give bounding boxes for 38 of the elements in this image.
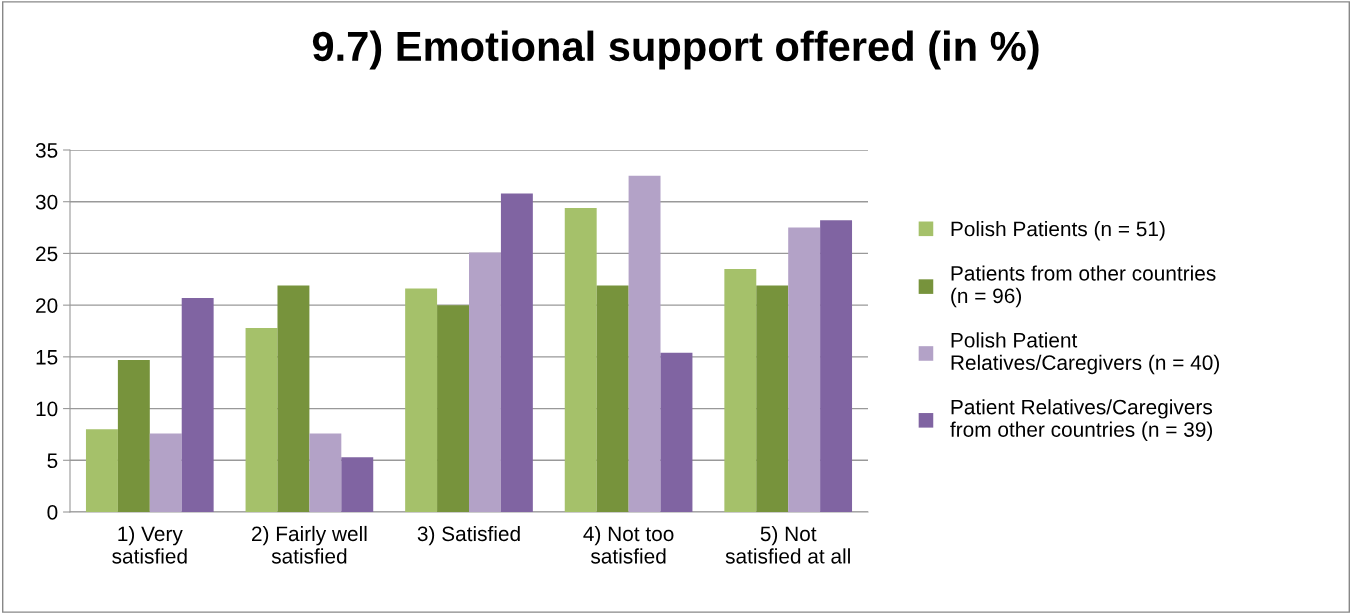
x-tick-label: 4) Not too satisfied [583, 525, 674, 564]
bar [149, 433, 182, 512]
legend-label: Polish Patients (n = 51) [951, 221, 1165, 241]
bar [469, 252, 501, 512]
y-tick-label: 15 [36, 350, 58, 365]
y-tick-label: 35 [35, 143, 58, 158]
legend-label: Polish Patient Relatives/Caregivers (n = 40) [951, 332, 1219, 375]
y-tick-label: 25 [36, 246, 58, 262]
x-tick-label: 1) Very satisfied [112, 525, 187, 564]
bar [628, 175, 661, 512]
chart-title: 9.7) Emotional support offered (in %) [312, 30, 1039, 70]
y-tick-label: 30 [35, 194, 58, 210]
bar [341, 457, 374, 512]
bar [660, 352, 693, 512]
bar [245, 327, 278, 512]
bar [405, 288, 438, 512]
bar [756, 285, 789, 512]
y-tick-label: 20 [36, 298, 58, 313]
bar [788, 227, 821, 512]
y-tick-label: 0 [47, 505, 58, 520]
legend-label: Patient Relatives/Caregivers from other countries (n = 39) [950, 399, 1213, 441]
x-tick-label: 5) Not satisfied at all [725, 525, 850, 564]
y-tick-label: 10 [36, 401, 58, 417]
bar [181, 297, 214, 512]
bar [437, 305, 469, 512]
y-tick-label: 5 [47, 453, 58, 469]
x-tick-label: 2) Fairly well satisfied [251, 525, 367, 564]
bar [596, 285, 629, 512]
legend-label: Patients from other countries (n = 96) [951, 265, 1216, 308]
bar [820, 220, 853, 512]
bar [724, 268, 757, 512]
bar [117, 359, 150, 512]
bar [564, 207, 597, 512]
bar [309, 433, 342, 512]
x-tick-label: 3) Satisfied [417, 525, 520, 546]
bar [85, 429, 118, 512]
bar [500, 193, 533, 512]
bar [277, 285, 310, 512]
